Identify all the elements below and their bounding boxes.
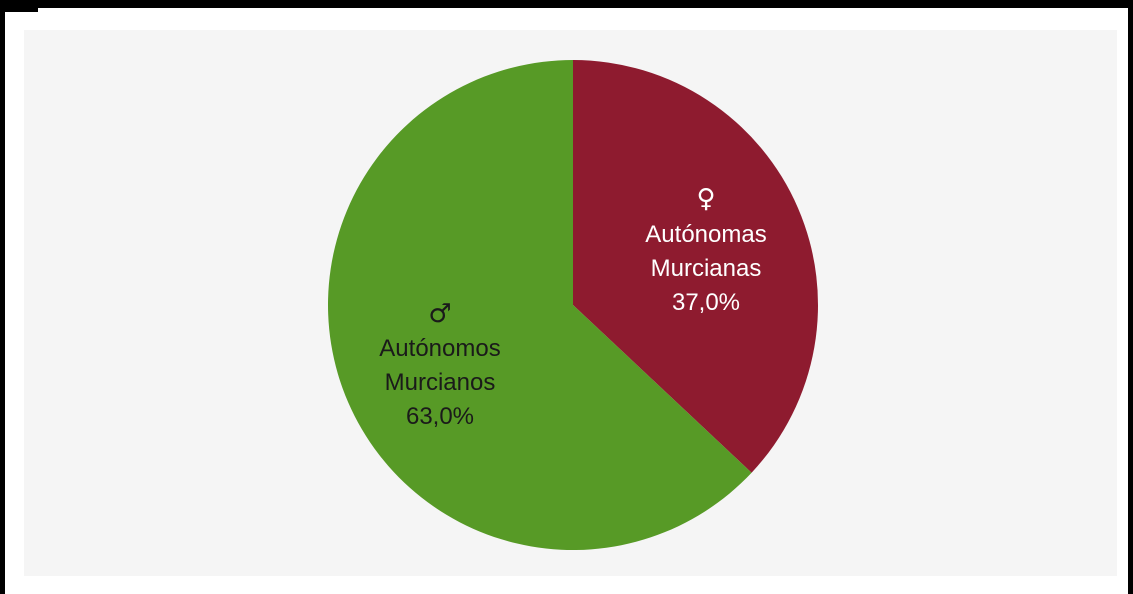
male-symbol-icon: ♂ xyxy=(428,299,451,329)
slice-label-line1: Autónomos xyxy=(379,335,500,362)
slice-label-autonomas: ♀ Autónomas Murcianas 37,0% xyxy=(645,184,766,316)
frame-corner-tab xyxy=(0,0,38,12)
pie-slice-autonomos xyxy=(327,60,752,550)
frame-right-border xyxy=(1128,0,1133,594)
slice-value-label: 63,0% xyxy=(406,403,474,430)
pie-slice-autonomas xyxy=(573,60,818,473)
slice-label-line2: Murcianos xyxy=(385,369,496,396)
slice-label-line1: Autónomas xyxy=(645,221,766,248)
slice-label-line2: Murcianas xyxy=(651,255,762,282)
frame-left-border xyxy=(0,0,5,594)
slice-value-label: 37,0% xyxy=(672,289,740,316)
female-symbol-icon: ♀ xyxy=(696,184,715,214)
slice-label-autonomos: ♂ Autónomos Murcianos 63,0% xyxy=(379,299,500,430)
frame-top-border xyxy=(0,0,1133,8)
